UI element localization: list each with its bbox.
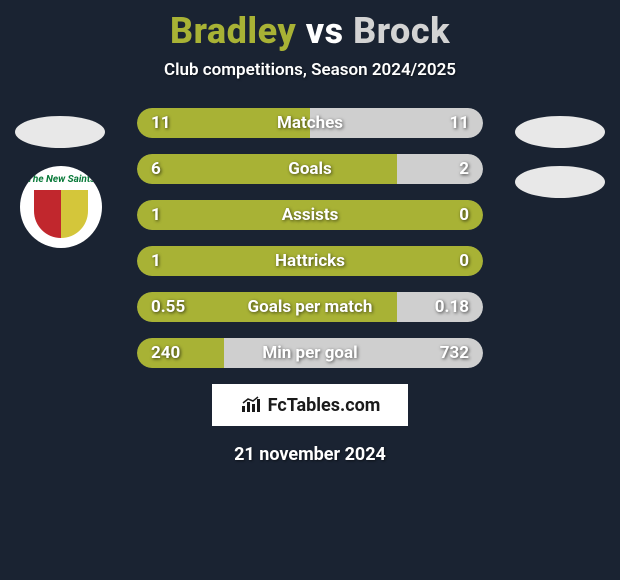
stat-row: Matches 11 11 [137,108,483,138]
stat-label: Assists [282,205,339,225]
player-a-name: Bradley [170,10,296,52]
player-a-club-logo: The New Saints [20,166,102,248]
stat-row: Min per goal 240 732 [137,338,483,368]
stat-row: Assists 1 0 [137,200,483,230]
club-logo-left-half [34,190,61,238]
stat-fill-left [137,154,397,184]
stat-value-right: 732 [440,343,469,363]
stat-value-right: 0.18 [435,297,469,317]
player-b-name: Brock [353,10,450,52]
stat-fill-right [397,154,484,184]
stat-value-left: 240 [151,343,180,363]
stat-row: Goals per match 0.55 0.18 [137,292,483,322]
stat-label: Matches [277,113,343,133]
vs-text: vs [306,10,344,52]
stat-value-left: 1 [151,251,161,271]
stat-value-left: 1 [151,205,161,225]
stat-value-right: 0 [459,205,469,225]
date-text: 21 november 2024 [0,444,620,465]
stat-value-left: 11 [151,113,171,133]
club-logo-text: The New Saints [27,174,95,185]
brand-chart-icon [240,396,262,414]
stat-value-right: 2 [459,159,469,179]
subtitle: Club competitions, Season 2024/2025 [0,60,620,80]
stat-label: Min per goal [262,343,357,363]
player-b-club-badge-2 [515,166,605,198]
stat-bars: Matches 11 11 Goals 6 2 Assists 1 0 Hattricks 1 0 Go… [137,108,483,368]
stat-label: Hattricks [275,251,345,271]
stat-value-left: 0.55 [151,297,185,317]
stat-value-left: 6 [151,159,161,179]
stat-label: Goals [288,159,332,179]
stat-row: Hattricks 1 0 [137,246,483,276]
stat-label: Goals per match [248,297,373,317]
player-b-club-badge-1 [515,116,605,148]
brand-text: FcTables.com [268,395,381,416]
club-logo-right-half [61,190,88,238]
club-logo-shield [34,190,88,238]
comparison-panel: The New Saints Matches1111Goals62Assists… [0,108,620,465]
stat-value-right: 11 [449,113,469,133]
brand-box[interactable]: FcTables.com [212,384,408,426]
stat-row: Goals 6 2 [137,154,483,184]
page-title: Bradley vs Brock [0,0,620,52]
player-a-club-badge-1 [15,116,105,148]
stat-value-right: 0 [459,251,469,271]
